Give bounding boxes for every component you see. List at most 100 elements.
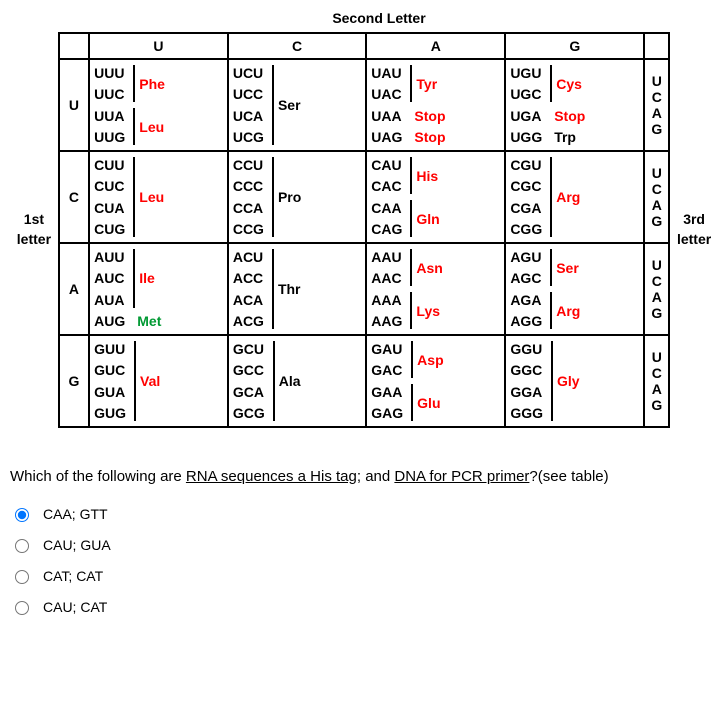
option-radio[interactable] bbox=[15, 601, 29, 615]
option-radio[interactable] bbox=[15, 508, 29, 522]
codon: GGC bbox=[510, 362, 543, 378]
amino-acid: Asn bbox=[412, 246, 442, 289]
amino-acid: Phe bbox=[135, 62, 165, 105]
codon: CGG bbox=[510, 221, 542, 237]
codon: CUU bbox=[94, 157, 125, 173]
codon-cell: CUUCUCCUACUGLeu bbox=[89, 151, 228, 243]
codon: CGC bbox=[510, 178, 542, 194]
option-radio[interactable] bbox=[15, 539, 29, 553]
amino-acid: Val bbox=[136, 338, 160, 424]
codon-cell: GGUGGCGGAGGGGly bbox=[505, 335, 644, 427]
codon: UGA bbox=[510, 108, 542, 124]
codon-cell: GAUGACGAAGAGAspGlu bbox=[366, 335, 505, 427]
amino-acid: Asp bbox=[413, 338, 443, 381]
codon: GAC bbox=[371, 362, 403, 378]
codon-cell: UGUUGCUGAUGGCysStopTrp bbox=[505, 59, 644, 151]
codon-cell: AGUAGCAGAAGGSerArg bbox=[505, 243, 644, 335]
row-header: G bbox=[59, 335, 89, 427]
amino-acid: Cys bbox=[552, 62, 582, 105]
codon-cell: AUUAUCAUAAUGIleMet bbox=[89, 243, 228, 335]
answer-option[interactable]: CAT; CAT bbox=[10, 567, 718, 584]
codon-cell: CAUCACCAACAGHisGln bbox=[366, 151, 505, 243]
amino-acid: Ala bbox=[275, 338, 301, 424]
answer-option[interactable]: CAU; CAT bbox=[10, 598, 718, 615]
amino-acid: His bbox=[412, 154, 438, 197]
codon: CCU bbox=[233, 157, 264, 173]
amino-acid: Gln bbox=[412, 197, 439, 240]
option-label: CAU; GUA bbox=[43, 537, 111, 553]
codon: GCG bbox=[233, 405, 265, 421]
codon: GCA bbox=[233, 384, 265, 400]
codon: UGG bbox=[510, 129, 542, 145]
amino-acid: Thr bbox=[274, 246, 301, 332]
codon: CAC bbox=[371, 178, 402, 194]
codon-cell: UCUUCCUCAUCGSer bbox=[228, 59, 366, 151]
codon: GUU bbox=[94, 341, 126, 357]
codon: GGU bbox=[510, 341, 543, 357]
amino-acid: Stop bbox=[410, 105, 445, 127]
codon: AUG bbox=[94, 313, 125, 329]
codon: AAG bbox=[371, 313, 402, 329]
answer-option[interactable]: CAU; GUA bbox=[10, 536, 718, 553]
third-letter-col: UCAG bbox=[644, 243, 669, 335]
codon: GGG bbox=[510, 405, 543, 421]
codon: UUU bbox=[94, 65, 125, 81]
codon: AGU bbox=[510, 249, 542, 265]
codon-cell: AAUAACAAAAAGAsnLys bbox=[366, 243, 505, 335]
codon: UUA bbox=[94, 108, 125, 124]
codon: AGG bbox=[510, 313, 542, 329]
codon: UAU bbox=[371, 65, 402, 81]
third-letter-col: UCAG bbox=[644, 59, 669, 151]
question-text: Which of the following are RNA sequences… bbox=[10, 468, 718, 485]
codon: AGC bbox=[510, 270, 542, 286]
amino-acid: Pro bbox=[274, 154, 301, 240]
codon: UCG bbox=[233, 129, 264, 145]
codon: GAU bbox=[371, 341, 403, 357]
codon-cell: ACUACCACAACGThr bbox=[228, 243, 366, 335]
amino-acid: Ser bbox=[552, 246, 579, 289]
col-header: U bbox=[89, 33, 228, 59]
amino-acid: Stop bbox=[410, 127, 445, 149]
answer-options: CAA; GTT CAU; GUA CAT; CAT CAU; CAT bbox=[10, 505, 718, 615]
codon: AGA bbox=[510, 292, 542, 308]
row-header: C bbox=[59, 151, 89, 243]
codon: ACU bbox=[233, 249, 264, 265]
amino-acid: Glu bbox=[413, 381, 440, 424]
codon: AUU bbox=[94, 249, 125, 265]
codon: CUC bbox=[94, 178, 125, 194]
codon: UCC bbox=[233, 86, 264, 102]
codon: AUA bbox=[94, 292, 125, 308]
third-letter-label: 3rd letter bbox=[670, 210, 718, 249]
codon: CUA bbox=[94, 200, 125, 216]
codon: GUC bbox=[94, 362, 126, 378]
codon-table: UCAGUUUUUUCUUAUUGPheLeuUCUUCCUCAUCGSerUA… bbox=[58, 32, 670, 428]
codon-cell: CCUCCCCCACCGPro bbox=[228, 151, 366, 243]
first-letter-label: 1st letter bbox=[10, 210, 58, 249]
codon: ACA bbox=[233, 292, 264, 308]
codon: UAC bbox=[371, 86, 402, 102]
codon-cell: UAUUACUAAUAGTyrStopStop bbox=[366, 59, 505, 151]
codon: UAG bbox=[371, 129, 402, 145]
codon: UUC bbox=[94, 86, 125, 102]
answer-option[interactable]: CAA; GTT bbox=[10, 505, 718, 522]
second-letter-title: Second Letter bbox=[332, 10, 425, 26]
codon-cell: CGUCGCCGACGGArg bbox=[505, 151, 644, 243]
codon: UGU bbox=[510, 65, 542, 81]
codon: GCC bbox=[233, 362, 265, 378]
codon-table-wrapper: Second Letter 1st letter UCAGUUUUUUCUUAU… bbox=[10, 10, 718, 428]
codon: GAA bbox=[371, 384, 403, 400]
codon: AAC bbox=[371, 270, 402, 286]
codon: GUG bbox=[94, 405, 126, 421]
option-label: CAU; CAT bbox=[43, 599, 107, 615]
codon: CCG bbox=[233, 221, 264, 237]
amino-acid: Trp bbox=[550, 127, 576, 149]
table-layout: 1st letter UCAGUUUUUUCUUAUUGPheLeuUCUUCC… bbox=[10, 32, 718, 428]
third-letter-col: UCAG bbox=[644, 335, 669, 427]
codon: CAA bbox=[371, 200, 402, 216]
codon: AAU bbox=[371, 249, 402, 265]
option-radio[interactable] bbox=[15, 570, 29, 584]
row-header: A bbox=[59, 243, 89, 335]
amino-acid: Tyr bbox=[412, 62, 437, 105]
codon-cell: UUUUUCUUAUUGPheLeu bbox=[89, 59, 228, 151]
codon: CCC bbox=[233, 178, 264, 194]
